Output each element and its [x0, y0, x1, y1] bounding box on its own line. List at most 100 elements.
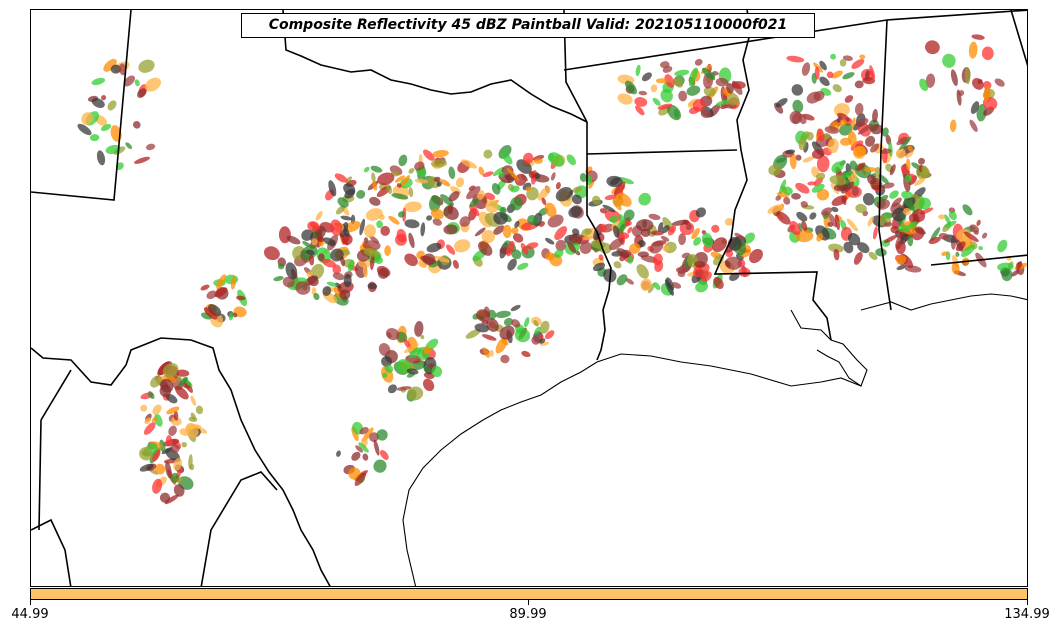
reflectivity-blob: [776, 157, 787, 163]
reflectivity-blob: [423, 149, 435, 161]
reflectivity-blob: [969, 119, 978, 132]
reflectivity-blob: [792, 99, 804, 113]
reflectivity-blob: [674, 69, 690, 77]
reflectivity-blob: [302, 241, 311, 247]
reflectivity-blob: [641, 72, 652, 82]
reflectivity-blob: [568, 206, 583, 218]
reflectivity-blob: [896, 136, 908, 146]
reflectivity-blob: [903, 198, 916, 211]
reflectivity-blob: [499, 325, 515, 340]
reflectivity-blob: [478, 241, 493, 256]
state-border-nm-tx: [31, 10, 132, 201]
reflectivity-blob: [830, 53, 836, 60]
reflectivity-blob: [165, 393, 178, 404]
reflectivity-blob: [584, 228, 592, 235]
reflectivity-blob: [185, 422, 199, 438]
reflectivity-blob: [896, 264, 907, 271]
reflectivity-blob: [356, 190, 366, 199]
reflectivity-blob: [572, 228, 580, 236]
reflectivity-blob: [483, 149, 493, 159]
reflectivity-blob: [175, 369, 190, 377]
reflectivity-blob: [652, 97, 661, 106]
reflectivity-blob: [469, 198, 479, 207]
reflectivity-blob: [850, 140, 864, 151]
reflectivity-blob: [96, 150, 106, 166]
reflectivity-blob: [372, 180, 378, 191]
reflectivity-blob: [882, 127, 889, 137]
reflectivity-blob: [545, 237, 555, 245]
reflectivity-blob: [814, 66, 820, 80]
reflectivity-blob: [835, 214, 840, 231]
reflectivity-blob: [429, 195, 441, 212]
reflectivity-blob: [826, 71, 834, 79]
reflectivity-blob: [507, 258, 517, 271]
reflectivity-blob: [176, 375, 182, 382]
reflectivity-blob: [500, 206, 507, 214]
reflectivity-blob: [657, 103, 673, 110]
reflectivity-blob: [373, 439, 380, 456]
reflectivity-blob: [539, 320, 550, 334]
reflectivity-blob: [448, 191, 460, 202]
reflectivity-blob: [961, 244, 976, 258]
reflectivity-blob: [443, 205, 459, 220]
reflectivity-blob: [405, 354, 421, 364]
reflectivity-blob: [865, 70, 870, 79]
state-borders: [31, 10, 1027, 586]
reflectivity-blob: [526, 242, 539, 249]
reflectivity-blob: [534, 326, 541, 335]
reflectivity-blob: [422, 378, 435, 392]
reflectivity-blob: [495, 310, 511, 319]
reflectivity-blob: [848, 130, 857, 147]
reflectivity-blob: [396, 386, 412, 391]
reflectivity-blob: [955, 251, 960, 257]
reflectivity-blob: [650, 84, 658, 93]
reflectivity-blob: [851, 186, 859, 197]
reflectivity-blob: [738, 267, 751, 278]
reflectivity-blob: [828, 213, 838, 228]
reflectivity-blob: [713, 277, 724, 289]
reflectivity-blob: [492, 166, 505, 177]
reflectivity-blob: [404, 219, 420, 229]
reflectivity-blob: [616, 274, 628, 286]
reflectivity-blob: [426, 215, 433, 221]
reflectivity-blob: [408, 168, 415, 174]
state-border-ok-tx: [282, 10, 588, 123]
reflectivity-blob: [801, 62, 811, 76]
reflectivity-blob: [322, 258, 336, 268]
reflectivity-blob: [615, 192, 632, 207]
reflectivity-blob: [433, 176, 441, 183]
reflectivity-blob: [152, 478, 163, 494]
reflectivity-blob: [849, 160, 858, 171]
reflectivity-blob: [892, 207, 907, 222]
reflectivity-blob: [828, 243, 844, 253]
reflectivity-blob: [332, 264, 342, 275]
coast-gulf-east: [860, 293, 1027, 311]
reflectivity-blob: [150, 375, 162, 388]
reflectivity-blob: [904, 174, 913, 183]
reflectivity-blob: [263, 246, 280, 261]
reflectivity-blob: [925, 73, 936, 88]
reflectivity-blob: [604, 194, 617, 201]
reflectivity-blob: [789, 110, 803, 125]
reflectivity-blob: [170, 417, 182, 426]
reflectivity-blob: [459, 216, 471, 227]
reflectivity-blob: [948, 211, 957, 221]
reflectivity-blob: [385, 328, 400, 341]
reflectivity-blob: [110, 64, 122, 74]
reflectivity-blob: [637, 251, 649, 258]
reflectivity-blob: [377, 267, 389, 279]
state-border-tn: [563, 10, 1027, 71]
reflectivity-blob: [655, 78, 668, 84]
reflectivity-blob: [481, 229, 495, 244]
reflectivity-blob: [466, 186, 481, 200]
reflectivity-blob: [571, 194, 582, 205]
reflectivity-blob: [767, 204, 783, 214]
reflectivity-blob: [776, 211, 791, 225]
reflectivity-blob: [572, 186, 582, 193]
reflectivity-blob: [330, 219, 343, 237]
reflectivity-blob: [371, 172, 376, 182]
reflectivity-blob: [408, 187, 414, 198]
reflectivity-blob: [862, 192, 875, 206]
reflectivity-blob: [336, 450, 341, 457]
reflectivity-blob: [598, 254, 604, 261]
